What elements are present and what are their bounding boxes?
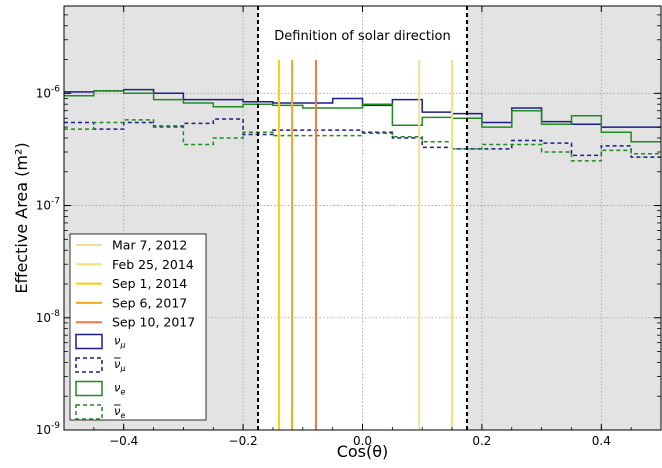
legend-label-date: Sep 10, 2017	[112, 315, 195, 330]
series-point	[287, 102, 289, 104]
series-point	[645, 141, 647, 143]
y-tick-label: 10-8	[36, 309, 61, 325]
series-point	[555, 120, 557, 122]
series-point	[78, 128, 80, 130]
series-point	[137, 92, 139, 94]
series-point	[346, 107, 348, 109]
series-point	[496, 121, 498, 123]
legend-label-series: νe	[114, 404, 125, 420]
x-tick-label: −0.2	[229, 434, 258, 448]
series-point	[227, 118, 229, 120]
series-point	[585, 115, 587, 117]
series-point	[108, 90, 110, 92]
series-line-3	[64, 119, 661, 162]
series-point	[346, 129, 348, 131]
y-axis-label: Effective Area (m²)	[12, 142, 31, 293]
series-point	[615, 149, 617, 151]
series-point	[137, 88, 139, 90]
series-point	[526, 107, 528, 109]
series-point	[406, 124, 408, 126]
series-point	[287, 104, 289, 106]
series-point	[78, 91, 80, 93]
series-point	[436, 111, 438, 113]
series-point	[108, 128, 110, 130]
axis-ticks: −0.4 −0.2 0.0 0.2 0.4 10-9 10-8 10-7 10-6	[36, 5, 662, 448]
series-point	[406, 98, 408, 100]
series-point	[496, 143, 498, 145]
series-point	[376, 132, 378, 134]
series-layer	[64, 88, 661, 162]
legend-swatch-series	[75, 380, 103, 397]
series-point	[197, 122, 199, 124]
series-point	[137, 119, 139, 121]
series-point	[585, 154, 587, 156]
legend-label-date: Feb 25, 2014	[112, 257, 194, 272]
series-point	[78, 95, 80, 97]
y-tick-label: 10-9	[36, 421, 61, 437]
solar-direction-annotation: Definition of solar direction	[274, 29, 451, 44]
y-tick-label: 10-7	[36, 197, 60, 213]
legend-label-date: Sep 1, 2014	[112, 276, 187, 291]
series-point	[645, 156, 647, 158]
legend-swatch-series	[75, 404, 103, 420]
series-point	[227, 137, 229, 139]
series-point	[227, 106, 229, 108]
series-point	[78, 121, 80, 123]
series-point	[585, 160, 587, 162]
series-point	[615, 145, 617, 147]
legend: Mar 7, 2012 Feb 25, 2014 Sep 1, 2014 Sep 6,…	[69, 233, 207, 421]
y-tick-label: 10-6	[36, 84, 61, 100]
series-point	[526, 110, 528, 112]
series-point	[197, 143, 199, 145]
solar-region-layer	[257, 6, 468, 430]
series-point	[555, 142, 557, 144]
series-point	[585, 123, 587, 125]
series-point	[346, 134, 348, 136]
series-point	[167, 98, 169, 100]
series-point	[346, 97, 348, 99]
series-point	[615, 131, 617, 133]
series-point	[376, 103, 378, 105]
x-tick-label: 0.0	[353, 434, 372, 448]
series-point	[287, 129, 289, 131]
legend-label-series: νμ	[114, 334, 126, 350]
legend-label-date: Sep 6, 2017	[112, 295, 187, 310]
series-point	[615, 126, 617, 128]
x-tick-label: −0.4	[109, 434, 138, 448]
legend-swatch-series	[75, 357, 103, 373]
series-point	[287, 134, 289, 136]
legend-label-series: νe	[114, 381, 125, 397]
legend-label-series: νμ	[114, 357, 126, 373]
series-point	[197, 102, 199, 104]
series-point	[555, 123, 557, 125]
legend-swatch-series	[75, 333, 103, 350]
series-point	[436, 146, 438, 148]
series-point	[645, 126, 647, 128]
x-axis-label: Cos(θ)	[337, 442, 389, 461]
series-point	[406, 136, 408, 138]
date-lines-layer	[277, 60, 454, 430]
series-point	[496, 126, 498, 128]
series-line-2	[64, 90, 661, 143]
series-point	[555, 151, 557, 153]
series-point	[645, 153, 647, 155]
series-point	[137, 121, 139, 123]
series-point	[526, 143, 528, 145]
series-point	[436, 116, 438, 118]
series-point	[436, 141, 438, 143]
series-point	[167, 92, 169, 94]
series-point	[197, 98, 199, 100]
x-tick-label: 0.2	[472, 434, 491, 448]
series-point	[526, 139, 528, 141]
legend-label-date: Mar 7, 2012	[112, 238, 187, 253]
x-tick-label: 0.4	[592, 434, 611, 448]
series-point	[227, 98, 229, 100]
series-point	[496, 148, 498, 150]
series-point	[108, 121, 110, 123]
series-point	[167, 126, 169, 128]
